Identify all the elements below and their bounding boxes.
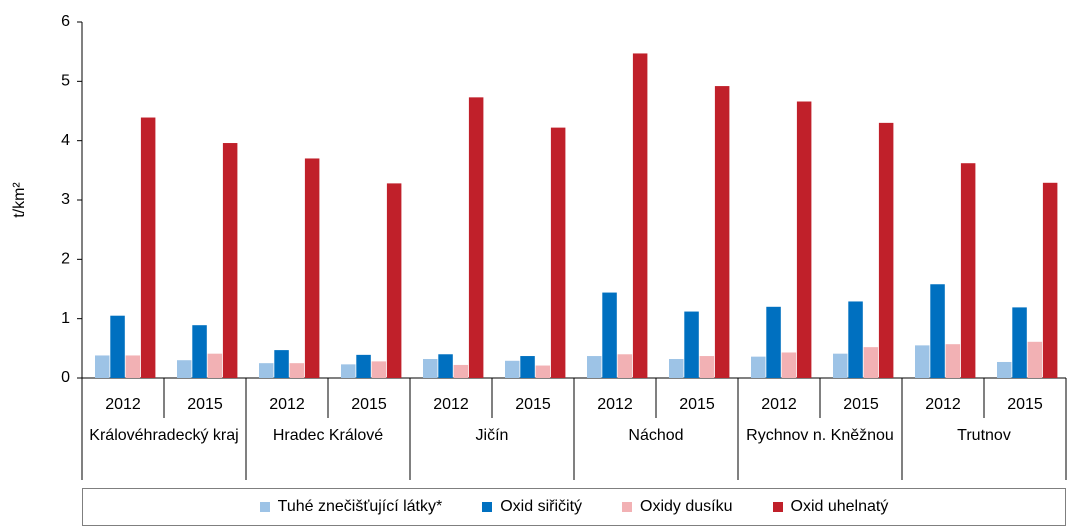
legend-label: Oxidy dusíku bbox=[640, 498, 733, 515]
y-axis-label: t/km² bbox=[11, 182, 28, 218]
legend-label: Tuhé znečišťující látky* bbox=[277, 498, 443, 515]
bar bbox=[915, 345, 930, 378]
x-tick-label: 2015 bbox=[187, 396, 223, 413]
bar bbox=[751, 356, 766, 378]
bar bbox=[960, 163, 976, 378]
legend-swatch bbox=[772, 502, 783, 512]
bar bbox=[95, 355, 110, 378]
x-tick-label: 2015 bbox=[351, 396, 387, 413]
bar bbox=[1012, 307, 1027, 378]
bar bbox=[341, 364, 356, 378]
bar bbox=[714, 86, 730, 378]
x-tick-label: 2015 bbox=[843, 396, 879, 413]
bar bbox=[356, 354, 371, 378]
bar bbox=[550, 127, 566, 378]
bar bbox=[878, 122, 894, 378]
legend-item: Oxidy dusíku bbox=[622, 498, 733, 516]
bar bbox=[304, 158, 320, 378]
bar bbox=[848, 301, 863, 378]
bar bbox=[177, 360, 192, 378]
y-tick-label: 3 bbox=[61, 191, 70, 208]
group-label: Jičín bbox=[475, 427, 509, 444]
y-tick-label: 1 bbox=[61, 310, 70, 327]
bar bbox=[930, 284, 945, 378]
x-tick-label: 2015 bbox=[515, 396, 551, 413]
group-label: Královéhradecký kraj bbox=[89, 427, 239, 444]
bar bbox=[1042, 182, 1058, 378]
bar bbox=[587, 356, 602, 378]
x-tick-label: 2012 bbox=[269, 396, 305, 413]
bar bbox=[125, 355, 141, 378]
y-tick-label: 5 bbox=[61, 73, 70, 90]
bar bbox=[863, 347, 879, 378]
legend-item: Oxid uhelnatý bbox=[772, 498, 889, 516]
y-tick-label: 4 bbox=[61, 132, 70, 149]
legend-item: Oxid siřičitý bbox=[482, 498, 582, 516]
bar bbox=[192, 325, 207, 378]
bar bbox=[259, 363, 274, 378]
bar bbox=[289, 363, 305, 378]
bar bbox=[110, 315, 125, 378]
bar bbox=[1027, 341, 1043, 378]
bar bbox=[766, 306, 781, 378]
group-label: Trutnov bbox=[957, 427, 1011, 444]
bar bbox=[423, 359, 438, 378]
bar bbox=[535, 365, 551, 378]
bar bbox=[453, 364, 469, 378]
bar bbox=[945, 344, 961, 378]
bar bbox=[140, 117, 156, 378]
bar bbox=[669, 359, 684, 378]
bar bbox=[684, 311, 699, 378]
group-label: Rychnov n. Kněžnou bbox=[746, 427, 894, 444]
bar bbox=[274, 350, 289, 378]
x-tick-label: 2015 bbox=[1007, 396, 1043, 413]
legend: Tuhé znečišťující látky* Oxid siřičitý Oxi… bbox=[82, 488, 1066, 526]
bar bbox=[699, 356, 715, 378]
bar bbox=[207, 353, 223, 378]
legend-swatch bbox=[259, 502, 270, 512]
bar bbox=[617, 354, 633, 378]
bar bbox=[222, 143, 238, 378]
legend-label: Oxid siřičitý bbox=[500, 498, 583, 515]
group-label: Náchod bbox=[628, 427, 684, 444]
x-tick-label: 2012 bbox=[433, 396, 469, 413]
x-tick-label: 2012 bbox=[925, 396, 961, 413]
bar bbox=[386, 183, 402, 378]
legend-item: Tuhé znečišťující látky* bbox=[259, 498, 443, 516]
bar bbox=[833, 353, 848, 378]
y-tick-label: 2 bbox=[61, 251, 70, 268]
bar bbox=[468, 97, 484, 378]
bar bbox=[505, 360, 520, 378]
group-label: Hradec Králové bbox=[272, 427, 384, 444]
y-tick-label: 6 bbox=[61, 13, 70, 30]
bar bbox=[371, 361, 387, 378]
bar bbox=[781, 352, 797, 378]
bar bbox=[997, 361, 1012, 378]
bar bbox=[602, 292, 617, 378]
legend-swatch bbox=[482, 502, 493, 512]
x-tick-label: 2015 bbox=[679, 396, 715, 413]
y-tick-label: 0 bbox=[61, 369, 70, 386]
legend-swatch bbox=[622, 502, 633, 512]
x-tick-label: 2012 bbox=[105, 396, 141, 413]
x-tick-label: 2012 bbox=[761, 396, 797, 413]
bar bbox=[632, 53, 648, 379]
x-tick-label: 2012 bbox=[597, 396, 633, 413]
bar bbox=[796, 101, 812, 379]
bar bbox=[438, 354, 453, 378]
bar bbox=[520, 356, 535, 378]
legend-label: Oxid uhelnatý bbox=[790, 498, 889, 515]
